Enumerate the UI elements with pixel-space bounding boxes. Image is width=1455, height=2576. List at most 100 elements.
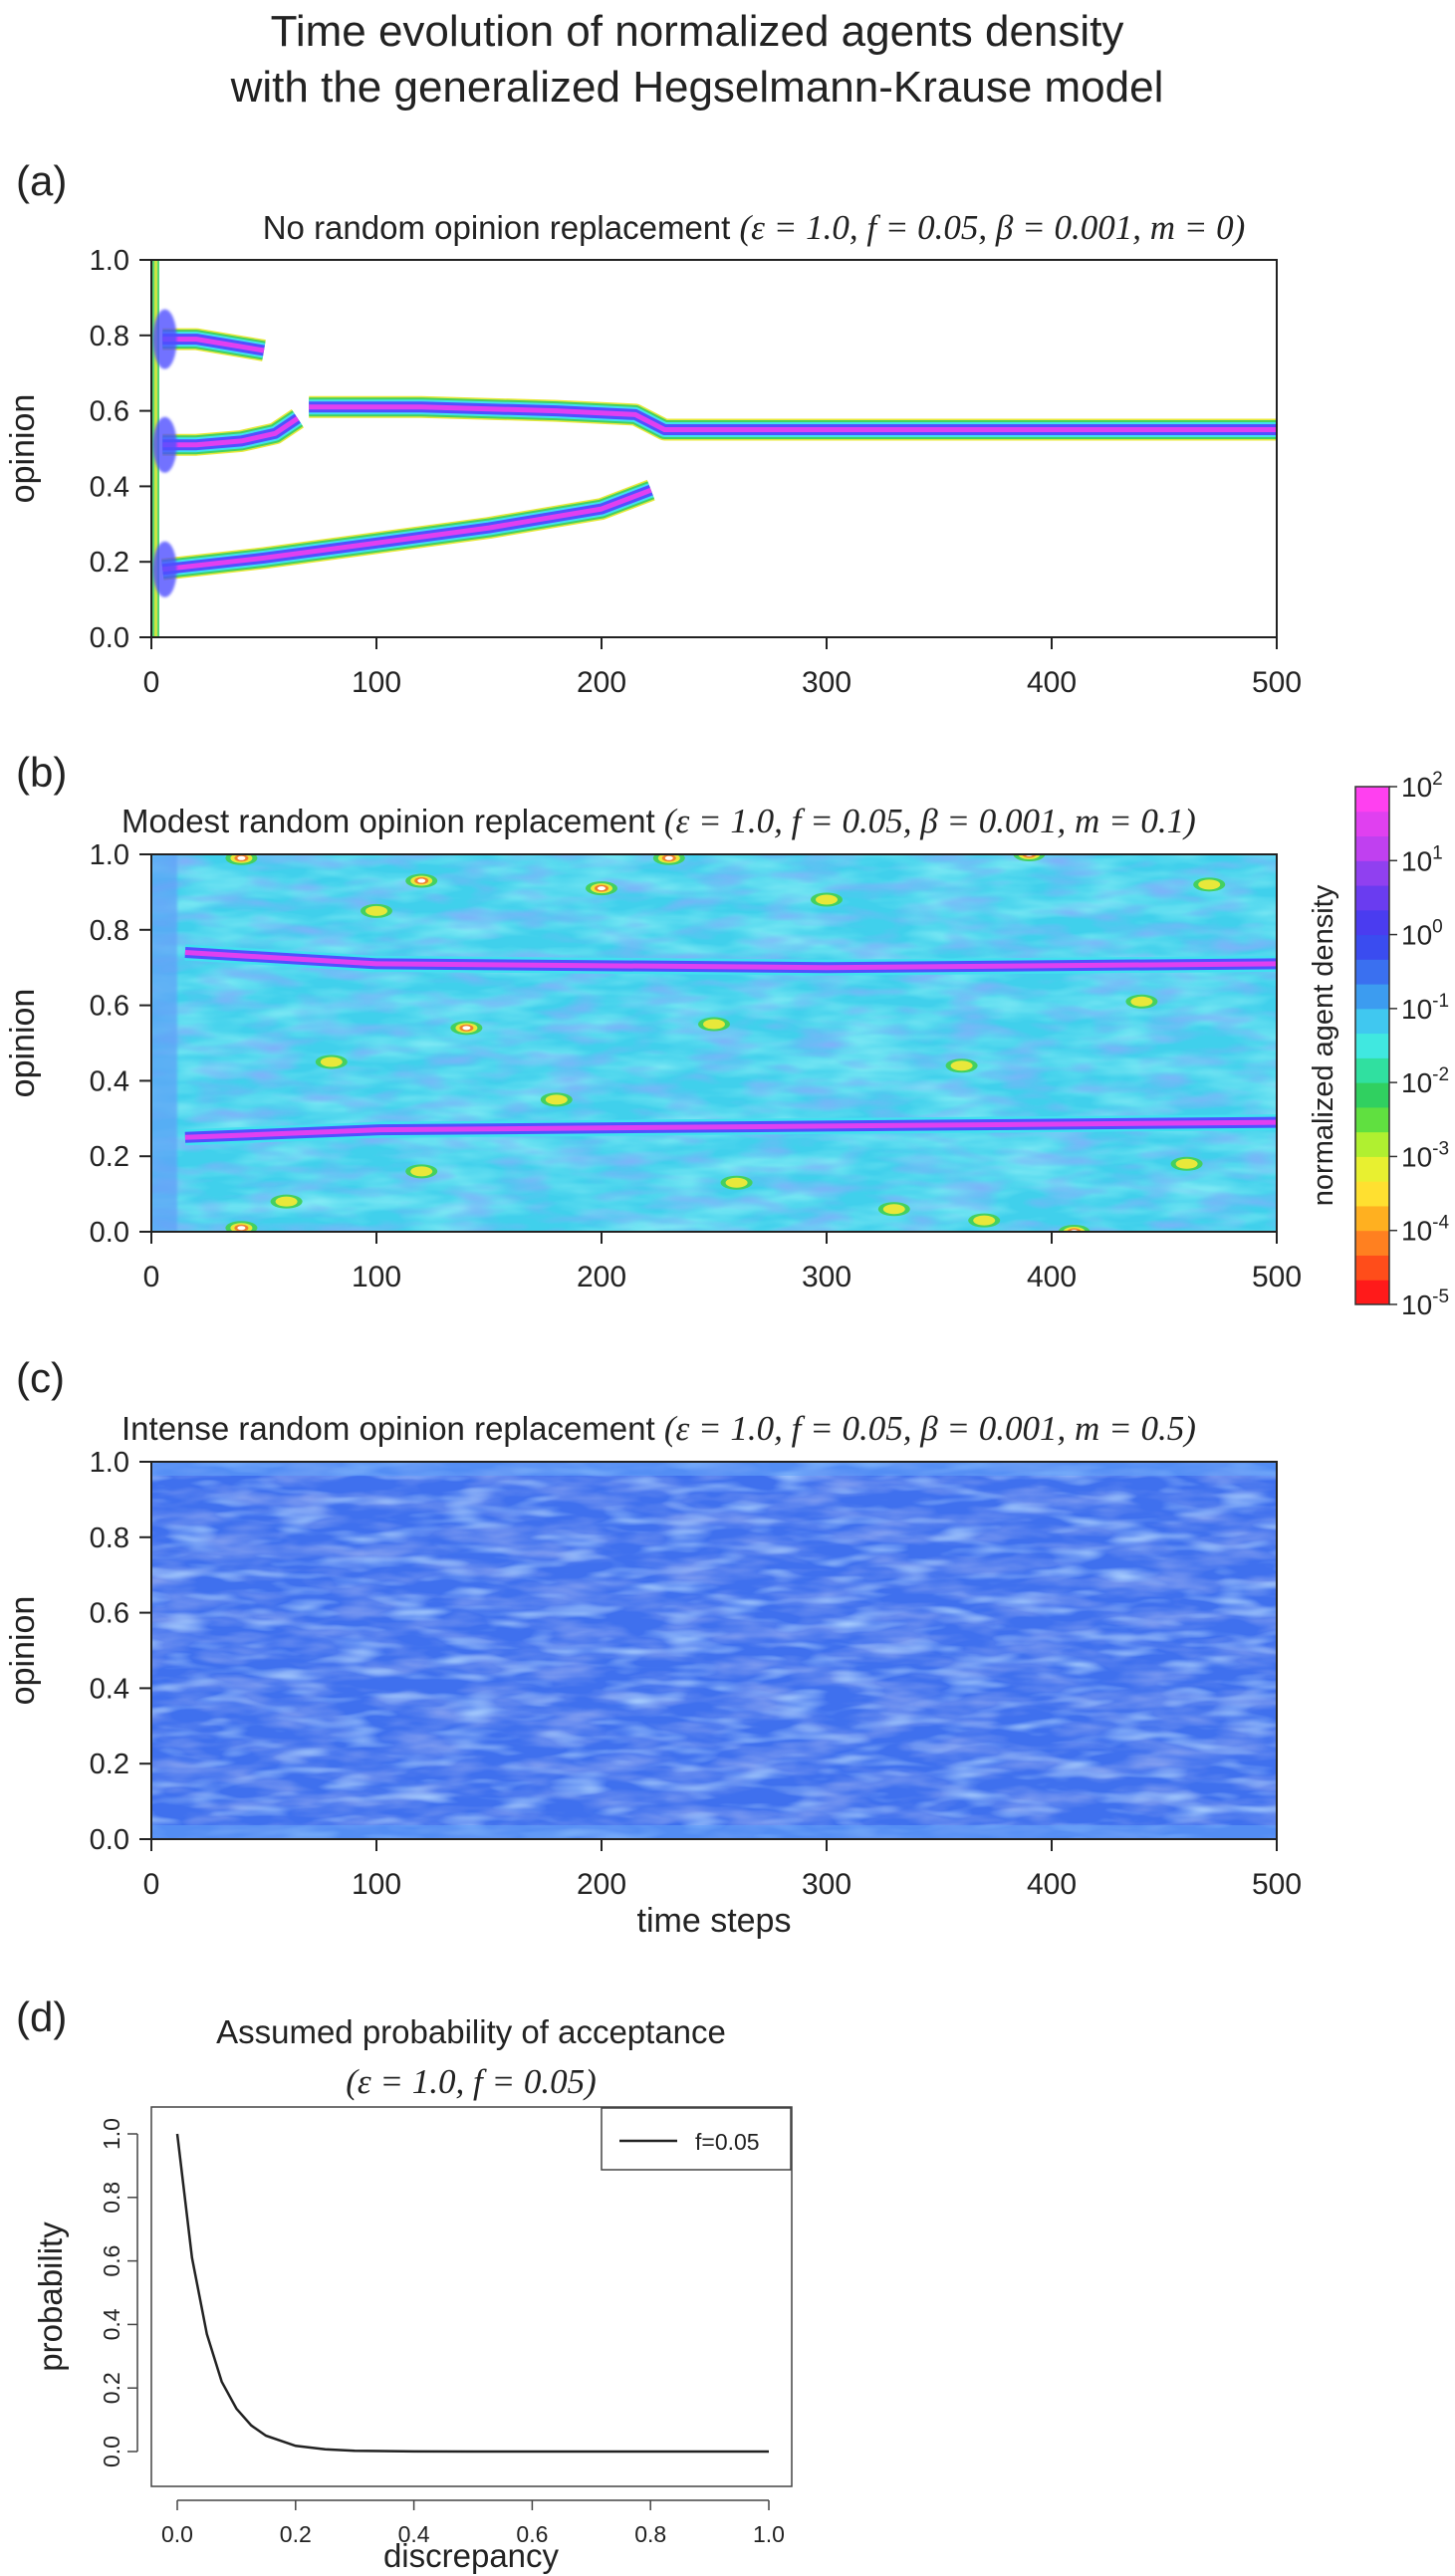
x-tick-label: 200	[577, 666, 626, 699]
x-tick-label: 0.2	[280, 2521, 312, 2547]
panel-b: 0.0 0.2 0.4 0.6 0.8 1.0 0 100 200 300 400 500 opinio…	[4, 749, 1302, 1293]
y-tick-label: 0.0	[90, 622, 129, 654]
early-cluster-1	[152, 416, 177, 473]
edge-band-bottom	[151, 1825, 1277, 1839]
colorbar-tick-label: 10-1	[1401, 991, 1449, 1025]
y-tick-label: 0.0	[90, 1217, 129, 1249]
panel-label: (a)	[16, 157, 67, 204]
x-tick-label: 0	[143, 666, 160, 699]
colorbar-tick-label: 10-4	[1401, 1213, 1449, 1247]
x-tick-label: 0.8	[634, 2521, 666, 2547]
x-tick-label: 400	[1027, 1868, 1077, 1901]
y-tick-label: 0.4	[99, 2308, 124, 2340]
panel-c: 0.0 0.2 0.4 0.6 0.8 1.0 0 100 200 300 400 500 opinio…	[4, 1354, 1302, 1940]
panel-title: Intense random opinion replacement (ε = …	[121, 1409, 1196, 1448]
x-tick-label: 100	[352, 1868, 401, 1901]
y-tick-label: 0.0	[90, 1824, 129, 1856]
x-tick-label: 0.0	[161, 2521, 193, 2547]
early-cluster-0	[152, 309, 177, 369]
figure-title-line2: with the generalized Hegselmann-Krause m…	[230, 63, 1164, 112]
colorbar-swatch	[1355, 1106, 1389, 1133]
cluster-0	[162, 328, 266, 361]
panel-label: (b)	[16, 749, 67, 796]
plot-frame	[150, 259, 1278, 638]
y-tick-label: 1.0	[90, 245, 129, 277]
x-axis-label: time steps	[637, 1902, 792, 1940]
plot-frame	[150, 2106, 793, 2487]
colorbar-tick-label: 10-3	[1401, 1138, 1449, 1172]
density-spot	[405, 1164, 438, 1179]
series-line-0	[175, 2133, 769, 2454]
x-tick-label: 0.6	[516, 2521, 548, 2547]
x-tick-label: 200	[577, 1261, 626, 1293]
colorbar-swatch	[1355, 959, 1389, 985]
cluster-band-layer-4	[162, 487, 652, 573]
cluster-1	[184, 1114, 1277, 1146]
plot-frame	[150, 1461, 1278, 1840]
colorbar-swatch	[1355, 1181, 1389, 1207]
colorbar-swatch	[1355, 860, 1389, 886]
density-spot	[405, 873, 438, 888]
density-spot	[450, 1021, 483, 1036]
density-spot	[652, 854, 685, 865]
density-spot	[968, 1213, 1001, 1228]
y-axis-label: opinion	[4, 1596, 42, 1706]
colorbar-swatch	[1355, 984, 1389, 1010]
x-tick-label: 300	[802, 1261, 851, 1293]
cluster-band-layer-4	[162, 416, 300, 448]
x-tick-label: 500	[1252, 1261, 1302, 1293]
x-tick-label: 100	[352, 1261, 401, 1293]
panel-label: (c)	[16, 1354, 65, 1401]
y-axis-label: probability	[32, 2222, 69, 2372]
plot-frame	[150, 853, 1278, 1233]
panel-title: Modest random opinion replacement (ε = 1…	[121, 802, 1196, 840]
colorbar-swatch	[1355, 1131, 1389, 1157]
density-spot	[361, 903, 392, 918]
colorbar-tick-label: 10-5	[1401, 1287, 1449, 1320]
y-tick-label: 0.4	[90, 471, 129, 503]
density-spot	[1013, 854, 1046, 861]
x-tick-label: 200	[577, 1868, 626, 1901]
density-spot	[270, 1194, 303, 1209]
colorbar-tick-label: 102	[1401, 769, 1443, 803]
colorbar-swatch	[1355, 1280, 1389, 1305]
y-tick-label: 0.2	[99, 2372, 124, 2404]
density-spot	[540, 1092, 573, 1107]
y-tick-label: 1.0	[90, 839, 129, 871]
heatmap-c	[151, 1462, 1277, 1839]
colorbar-swatch	[1355, 1156, 1389, 1182]
density-spot	[698, 1017, 730, 1032]
y-tick-label: 0.4	[90, 1065, 129, 1097]
cluster-band-layer-4	[184, 1119, 1277, 1140]
y-tick-label: 0.6	[90, 396, 129, 428]
panel-params: (ε = 1.0, f = 0.05)	[346, 2062, 597, 2101]
heatmap-b	[151, 854, 1277, 1232]
y-tick-label: 0.0	[99, 2436, 124, 2467]
cluster-1	[162, 409, 305, 456]
colorbar-swatch	[1355, 934, 1389, 960]
colorbar-swatch	[1355, 835, 1389, 861]
colorbar-swatch	[1355, 1255, 1389, 1281]
density-spot	[1193, 877, 1226, 892]
initial-region	[151, 854, 177, 1232]
cluster-band-layer-4	[162, 337, 265, 353]
x-axis-label: discrepancy	[383, 2537, 560, 2574]
panel-d: (d) Assumed probability of acceptance (ε =…	[16, 1993, 793, 2574]
colorbar-frame	[1354, 786, 1390, 1305]
x-tick-label: 500	[1252, 666, 1302, 699]
x-tick-label: 100	[352, 666, 401, 699]
colorbar-label: normalized agent density	[1308, 884, 1339, 1206]
colorbar-swatch	[1355, 909, 1389, 936]
edge-band-top	[151, 1462, 1277, 1476]
colorbar-swatch	[1355, 1057, 1389, 1083]
density-spot	[811, 892, 843, 907]
density-spot	[225, 854, 258, 865]
colorbar-tick-label: 101	[1401, 842, 1443, 876]
legend: f=0.05	[601, 2107, 792, 2171]
y-tick-label: 0.6	[90, 1598, 129, 1630]
heatmap-a	[152, 260, 1277, 637]
heatmap-texture-2	[151, 854, 1277, 1232]
y-tick-label: 0.2	[90, 1141, 129, 1173]
legend-box	[601, 2107, 792, 2171]
